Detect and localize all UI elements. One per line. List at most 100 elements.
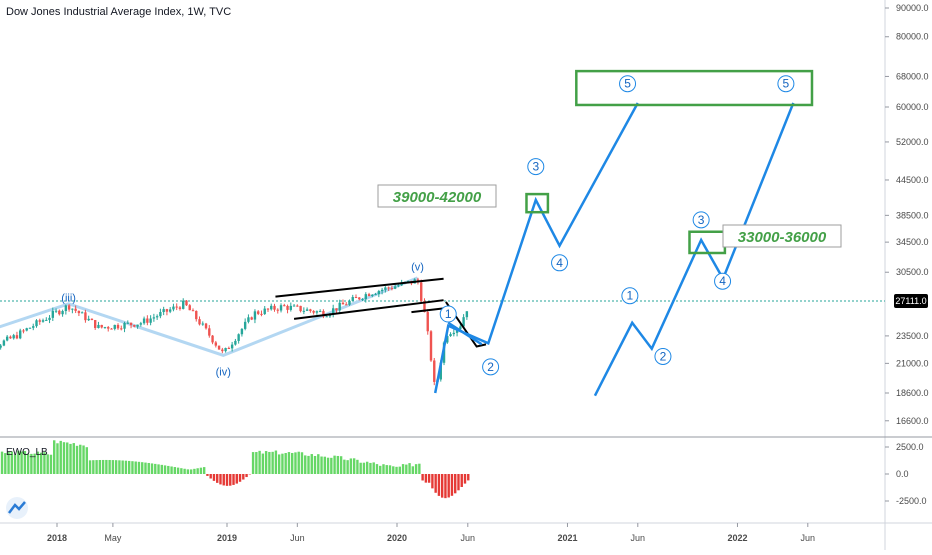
ewo-bar [242,474,244,480]
candle-body [81,312,83,313]
candle-body [355,297,357,298]
ewo-bar [236,474,238,484]
ewo-bar [95,460,97,474]
ewo-bar [314,456,316,474]
candle-body [384,287,386,289]
candle-body [270,306,272,309]
osc-y-tick-label: 2500.0 [896,442,924,452]
ewo-bar [366,462,368,474]
candle-body [136,325,138,327]
wave-label: 3 [528,159,544,175]
candle-body [87,319,89,320]
ewo-bar [379,466,381,474]
candle-body [166,309,168,312]
wave-label-text: 5 [783,77,790,91]
candle-body [182,301,184,309]
ewo-bar [363,463,365,474]
candle-body [39,320,41,321]
last-price-tag: 27111.0 [894,294,928,308]
ewo-bar [196,468,198,474]
ewo-bar [105,460,107,474]
ewo-bar [298,452,300,474]
candle-body [283,305,285,306]
ewo-bar [183,469,185,474]
ewo-bar [307,456,309,474]
candle-body [162,309,164,312]
ewo-bar [92,460,94,474]
ewo-bar [350,458,352,474]
ewo-bar [154,464,156,474]
y-tick-label: 21000.0 [896,358,929,368]
candle-body [22,330,24,331]
candle-body [365,294,367,299]
candle-body [169,309,171,311]
ewo-bar [373,462,375,474]
scenario-b-wave-line [595,103,793,396]
candle-body [215,342,217,345]
candle-body [0,346,2,348]
ewo-bar [330,458,332,474]
candle-body [48,318,50,320]
ewo-bar [164,465,166,474]
target-box-wave5 [576,71,812,105]
candle-body [130,323,132,325]
candle-body [58,311,60,315]
candle-body [78,311,80,313]
ewo-bar [63,442,65,474]
candle-body [32,326,34,328]
candle-body [299,306,301,311]
candle-body [319,311,321,312]
x-tick-label: 2020 [387,533,407,543]
y-tick-label: 38500.0 [896,210,929,220]
ewo-bar [327,458,329,474]
target-label-a-text: 39000-42000 [393,189,482,206]
ewo-bar [412,466,414,474]
candle-body [211,336,213,343]
ewo-bar [428,474,430,483]
candle-body [224,348,226,351]
wave-label-text: 1 [627,289,634,303]
ewo-bar [288,452,290,474]
candle-body [192,310,194,311]
ewo-bar [79,445,81,474]
ewo-bar [151,463,153,474]
wave-label: 2 [483,359,499,375]
candle-body [16,335,18,338]
ewo-bar [271,452,273,474]
ewo-bar [115,460,117,474]
candle-body [374,294,376,295]
candle-body [237,334,239,341]
ewo-bar [356,460,358,474]
ewo-bar [418,464,420,474]
wave-label: (v) [411,262,424,274]
ewo-bar [405,465,407,474]
candle-body [61,311,63,314]
candle-body [71,309,73,310]
candle-body [6,337,8,341]
candle-body [325,316,327,317]
ewo-bar [444,474,446,498]
ewo-bar [99,460,101,474]
ewo-bar [82,445,84,474]
wave-label: 5 [620,76,636,92]
candle-body [218,346,220,350]
candle-body [127,323,129,324]
ewo-bar [311,454,313,474]
wave-label: 3 [693,212,709,228]
ewo-bar [200,468,202,474]
candle-body [110,329,112,330]
candle-body [198,319,200,324]
channel-upper-line [275,279,443,297]
ewo-bar [118,460,120,474]
candle-body [254,311,256,319]
ewo-bar [395,467,397,474]
ewo-bar [102,460,104,474]
candle-body [381,290,383,291]
candle-body [205,324,207,329]
tradingview-logo-icon[interactable] [6,497,28,519]
ewo-bar [464,474,466,484]
candle-body [68,305,70,309]
candle-body [9,337,11,339]
